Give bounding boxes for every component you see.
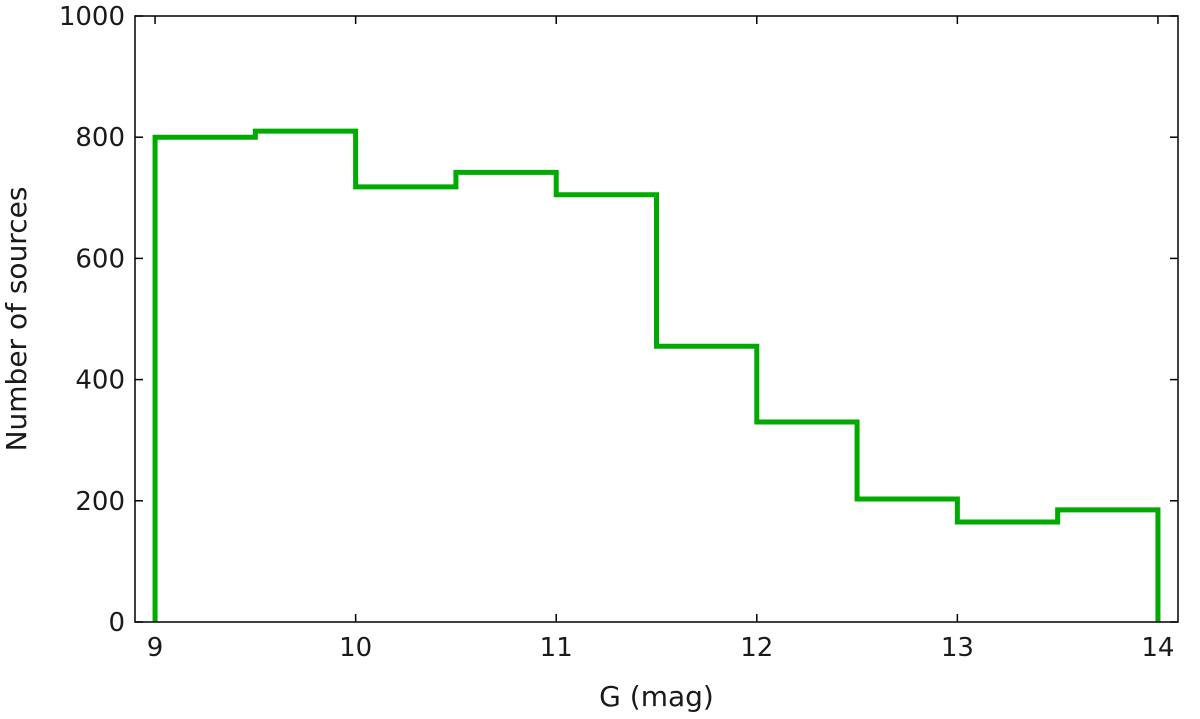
y-tick-label: 800 [75, 123, 125, 153]
x-axis-label: G (mag) [599, 680, 714, 713]
y-tick-label: 200 [75, 487, 125, 517]
y-tick-label: 600 [75, 244, 125, 274]
y-tick-label: 400 [75, 366, 125, 396]
x-tick-label: 9 [147, 633, 164, 663]
x-tick-label: 13 [941, 633, 974, 663]
x-tick-label: 10 [339, 633, 372, 663]
x-tick-label: 14 [1141, 633, 1174, 663]
y-axis-label: Number of sources [0, 187, 33, 452]
x-axis-ticks: 9 10 11 12 13 14 [147, 16, 1174, 663]
histogram-step-line [152, 128, 1161, 622]
y-tick-label: 0 [108, 608, 125, 638]
x-tick-label: 12 [740, 633, 773, 663]
y-axis-ticks: 0 200 400 600 800 1000 [59, 2, 1178, 638]
x-tick-label: 11 [540, 633, 573, 663]
plot-frame [134, 15, 1179, 623]
y-tick-label: 1000 [59, 2, 125, 32]
